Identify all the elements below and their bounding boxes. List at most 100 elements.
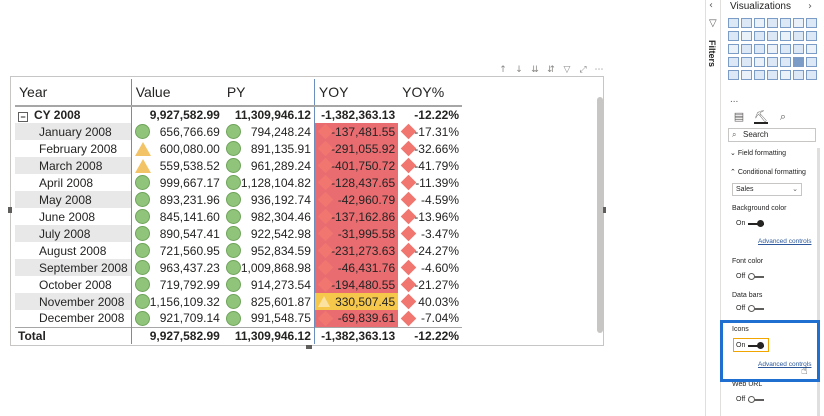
month-cell[interactable]: May 2008 bbox=[15, 191, 132, 208]
field-select-dropdown[interactable]: Sales ⌄ bbox=[732, 183, 802, 196]
ribbon-chart-icon[interactable] bbox=[780, 31, 791, 41]
green-circle-icon bbox=[134, 192, 150, 207]
arcgis-icon[interactable] bbox=[806, 70, 817, 80]
resize-handle-right[interactable] bbox=[602, 207, 606, 213]
month-cell[interactable]: June 2008 bbox=[39, 209, 96, 224]
toggle-track bbox=[748, 304, 765, 312]
qa-icon[interactable] bbox=[767, 70, 778, 80]
clustered-column-icon[interactable] bbox=[767, 18, 778, 28]
total-py: 11,309,946.12 bbox=[222, 326, 315, 344]
data-bars-toggle[interactable]: Off bbox=[736, 304, 765, 312]
slicer-icon[interactable] bbox=[767, 57, 778, 67]
py-cell: 794,248.24 bbox=[223, 123, 315, 140]
green-circle-icon bbox=[225, 226, 241, 241]
py-cell: 952,834.59 bbox=[223, 242, 315, 259]
month-cell[interactable]: November 2008 bbox=[15, 293, 132, 310]
arrow-down-icon[interactable]: ↓ bbox=[515, 65, 523, 75]
donut-chart-icon[interactable] bbox=[741, 44, 752, 54]
icons-state: On bbox=[736, 342, 746, 349]
month-cell[interactable]: August 2008 bbox=[39, 243, 107, 258]
filter-funnel-icon: ▽ bbox=[709, 18, 717, 29]
vertical-scrollbar[interactable] bbox=[597, 97, 603, 333]
focus-mode-icon[interactable]: ⤢ bbox=[579, 65, 587, 75]
multi-row-card-icon[interactable] bbox=[741, 57, 752, 67]
pie-chart-icon[interactable] bbox=[728, 44, 739, 54]
paginated-icon[interactable] bbox=[793, 70, 804, 80]
yoy-pct-text: -17.31% bbox=[414, 124, 459, 139]
treemap-icon[interactable] bbox=[754, 44, 765, 54]
more-options-icon[interactable]: ⋯ bbox=[594, 65, 604, 75]
yoy-text: 330,507.45 bbox=[335, 294, 396, 309]
month-cell[interactable]: January 2008 bbox=[15, 123, 132, 140]
area-chart-icon[interactable] bbox=[728, 31, 739, 41]
arrow-up-icon[interactable]: ↑ bbox=[499, 65, 507, 75]
line-chart-icon[interactable] bbox=[806, 18, 817, 28]
month-cell[interactable]: April 2008 bbox=[39, 175, 94, 190]
month-cell[interactable]: July 2008 bbox=[15, 225, 132, 242]
waterfall-icon[interactable] bbox=[793, 31, 804, 41]
chevron-right-icon[interactable]: › bbox=[808, 1, 812, 12]
table-icon[interactable] bbox=[780, 57, 791, 67]
py-text: 922,542.98 bbox=[250, 226, 311, 241]
resize-handle-bottom[interactable] bbox=[306, 345, 312, 349]
web-url-toggle[interactable]: Off bbox=[736, 395, 765, 403]
month-cell[interactable]: December 2008 bbox=[39, 311, 125, 326]
r-visual-icon[interactable] bbox=[806, 57, 817, 67]
resize-handle-left[interactable] bbox=[8, 207, 12, 213]
stacked-column-icon[interactable] bbox=[741, 18, 752, 28]
cy-label-cell[interactable]: − CY 2008 bbox=[15, 105, 132, 123]
line-column-icon[interactable] bbox=[754, 31, 765, 41]
conditional-formatting-section[interactable]: ⌃ Conditional formatting bbox=[730, 168, 806, 176]
format-search-input[interactable]: ⌕ Search bbox=[728, 128, 816, 142]
100-column-icon[interactable] bbox=[793, 18, 804, 28]
expand-icon[interactable]: ⇵ bbox=[547, 65, 555, 75]
format-paint-roller-icon[interactable]: ⛏ bbox=[754, 110, 768, 124]
map-icon[interactable] bbox=[767, 44, 778, 54]
month-cell[interactable]: February 2008 bbox=[39, 141, 118, 156]
stacked-area-icon[interactable] bbox=[741, 31, 752, 41]
column-header-value[interactable]: Value bbox=[130, 79, 223, 107]
column-header-year[interactable]: Year bbox=[15, 79, 132, 107]
decomposition-tree-icon[interactable] bbox=[754, 70, 765, 80]
background-color-toggle[interactable]: On bbox=[736, 219, 765, 227]
python-visual-icon[interactable] bbox=[728, 70, 739, 80]
value-text: 559,538.52 bbox=[159, 158, 220, 173]
key-influencers-icon[interactable] bbox=[741, 70, 752, 80]
font-color-toggle[interactable]: Off bbox=[736, 272, 765, 280]
clustered-bar-icon[interactable] bbox=[754, 18, 765, 28]
filters-pane-collapsed[interactable]: ‹ ▽ Filters bbox=[705, 0, 721, 416]
background-advanced-controls-link[interactable]: Advanced controls bbox=[758, 238, 812, 245]
kpi-icon[interactable] bbox=[754, 57, 765, 67]
line-clustered-icon[interactable] bbox=[767, 31, 778, 41]
analytics-magnifier-icon[interactable]: ⌕ bbox=[779, 110, 787, 123]
month-cell[interactable]: October 2008 bbox=[39, 277, 112, 292]
month-cell[interactable]: March 2008 bbox=[15, 157, 132, 174]
field-formatting-section[interactable]: ⌄ Field formatting bbox=[730, 149, 786, 157]
matrix-visual[interactable]: Year Value PY YOY YOY% − CY 2008 9,927,58… bbox=[8, 76, 606, 349]
icons-advanced-controls-link[interactable]: Advanced controls bbox=[758, 361, 812, 368]
chevron-left-icon[interactable]: ‹ bbox=[709, 0, 713, 11]
funnel-icon[interactable] bbox=[793, 44, 804, 54]
icons-toggle[interactable]: On bbox=[736, 341, 765, 349]
month-cell[interactable]: September 2008 bbox=[15, 259, 132, 276]
gauge-icon[interactable] bbox=[806, 44, 817, 54]
value-cell: 845,141.60 bbox=[130, 208, 223, 225]
more-visuals-icon[interactable]: ... bbox=[730, 94, 739, 105]
column-header-yoy-pct[interactable]: YOY% bbox=[398, 79, 462, 107]
yoy-text: -46,431.76 bbox=[337, 260, 396, 275]
column-header-yoy[interactable]: YOY bbox=[313, 79, 399, 107]
fields-tab-icon[interactable]: ▤ bbox=[733, 110, 745, 123]
100-bar-icon[interactable] bbox=[780, 18, 791, 28]
filter-icon[interactable]: ▽ bbox=[563, 65, 571, 75]
py-text: 794,248.24 bbox=[250, 124, 311, 139]
drill-down-icon[interactable]: ⇊ bbox=[531, 65, 539, 75]
filled-map-icon[interactable] bbox=[780, 44, 791, 54]
collapse-icon[interactable]: − bbox=[18, 112, 28, 122]
stacked-bar-icon[interactable] bbox=[728, 18, 739, 28]
scatter-icon[interactable] bbox=[806, 31, 817, 41]
pane-scrollbar[interactable] bbox=[817, 148, 820, 416]
card-icon[interactable] bbox=[728, 57, 739, 67]
column-header-py[interactable]: PY bbox=[222, 79, 315, 107]
matrix-icon[interactable] bbox=[793, 57, 804, 67]
smart-narrative-icon[interactable] bbox=[780, 70, 791, 80]
